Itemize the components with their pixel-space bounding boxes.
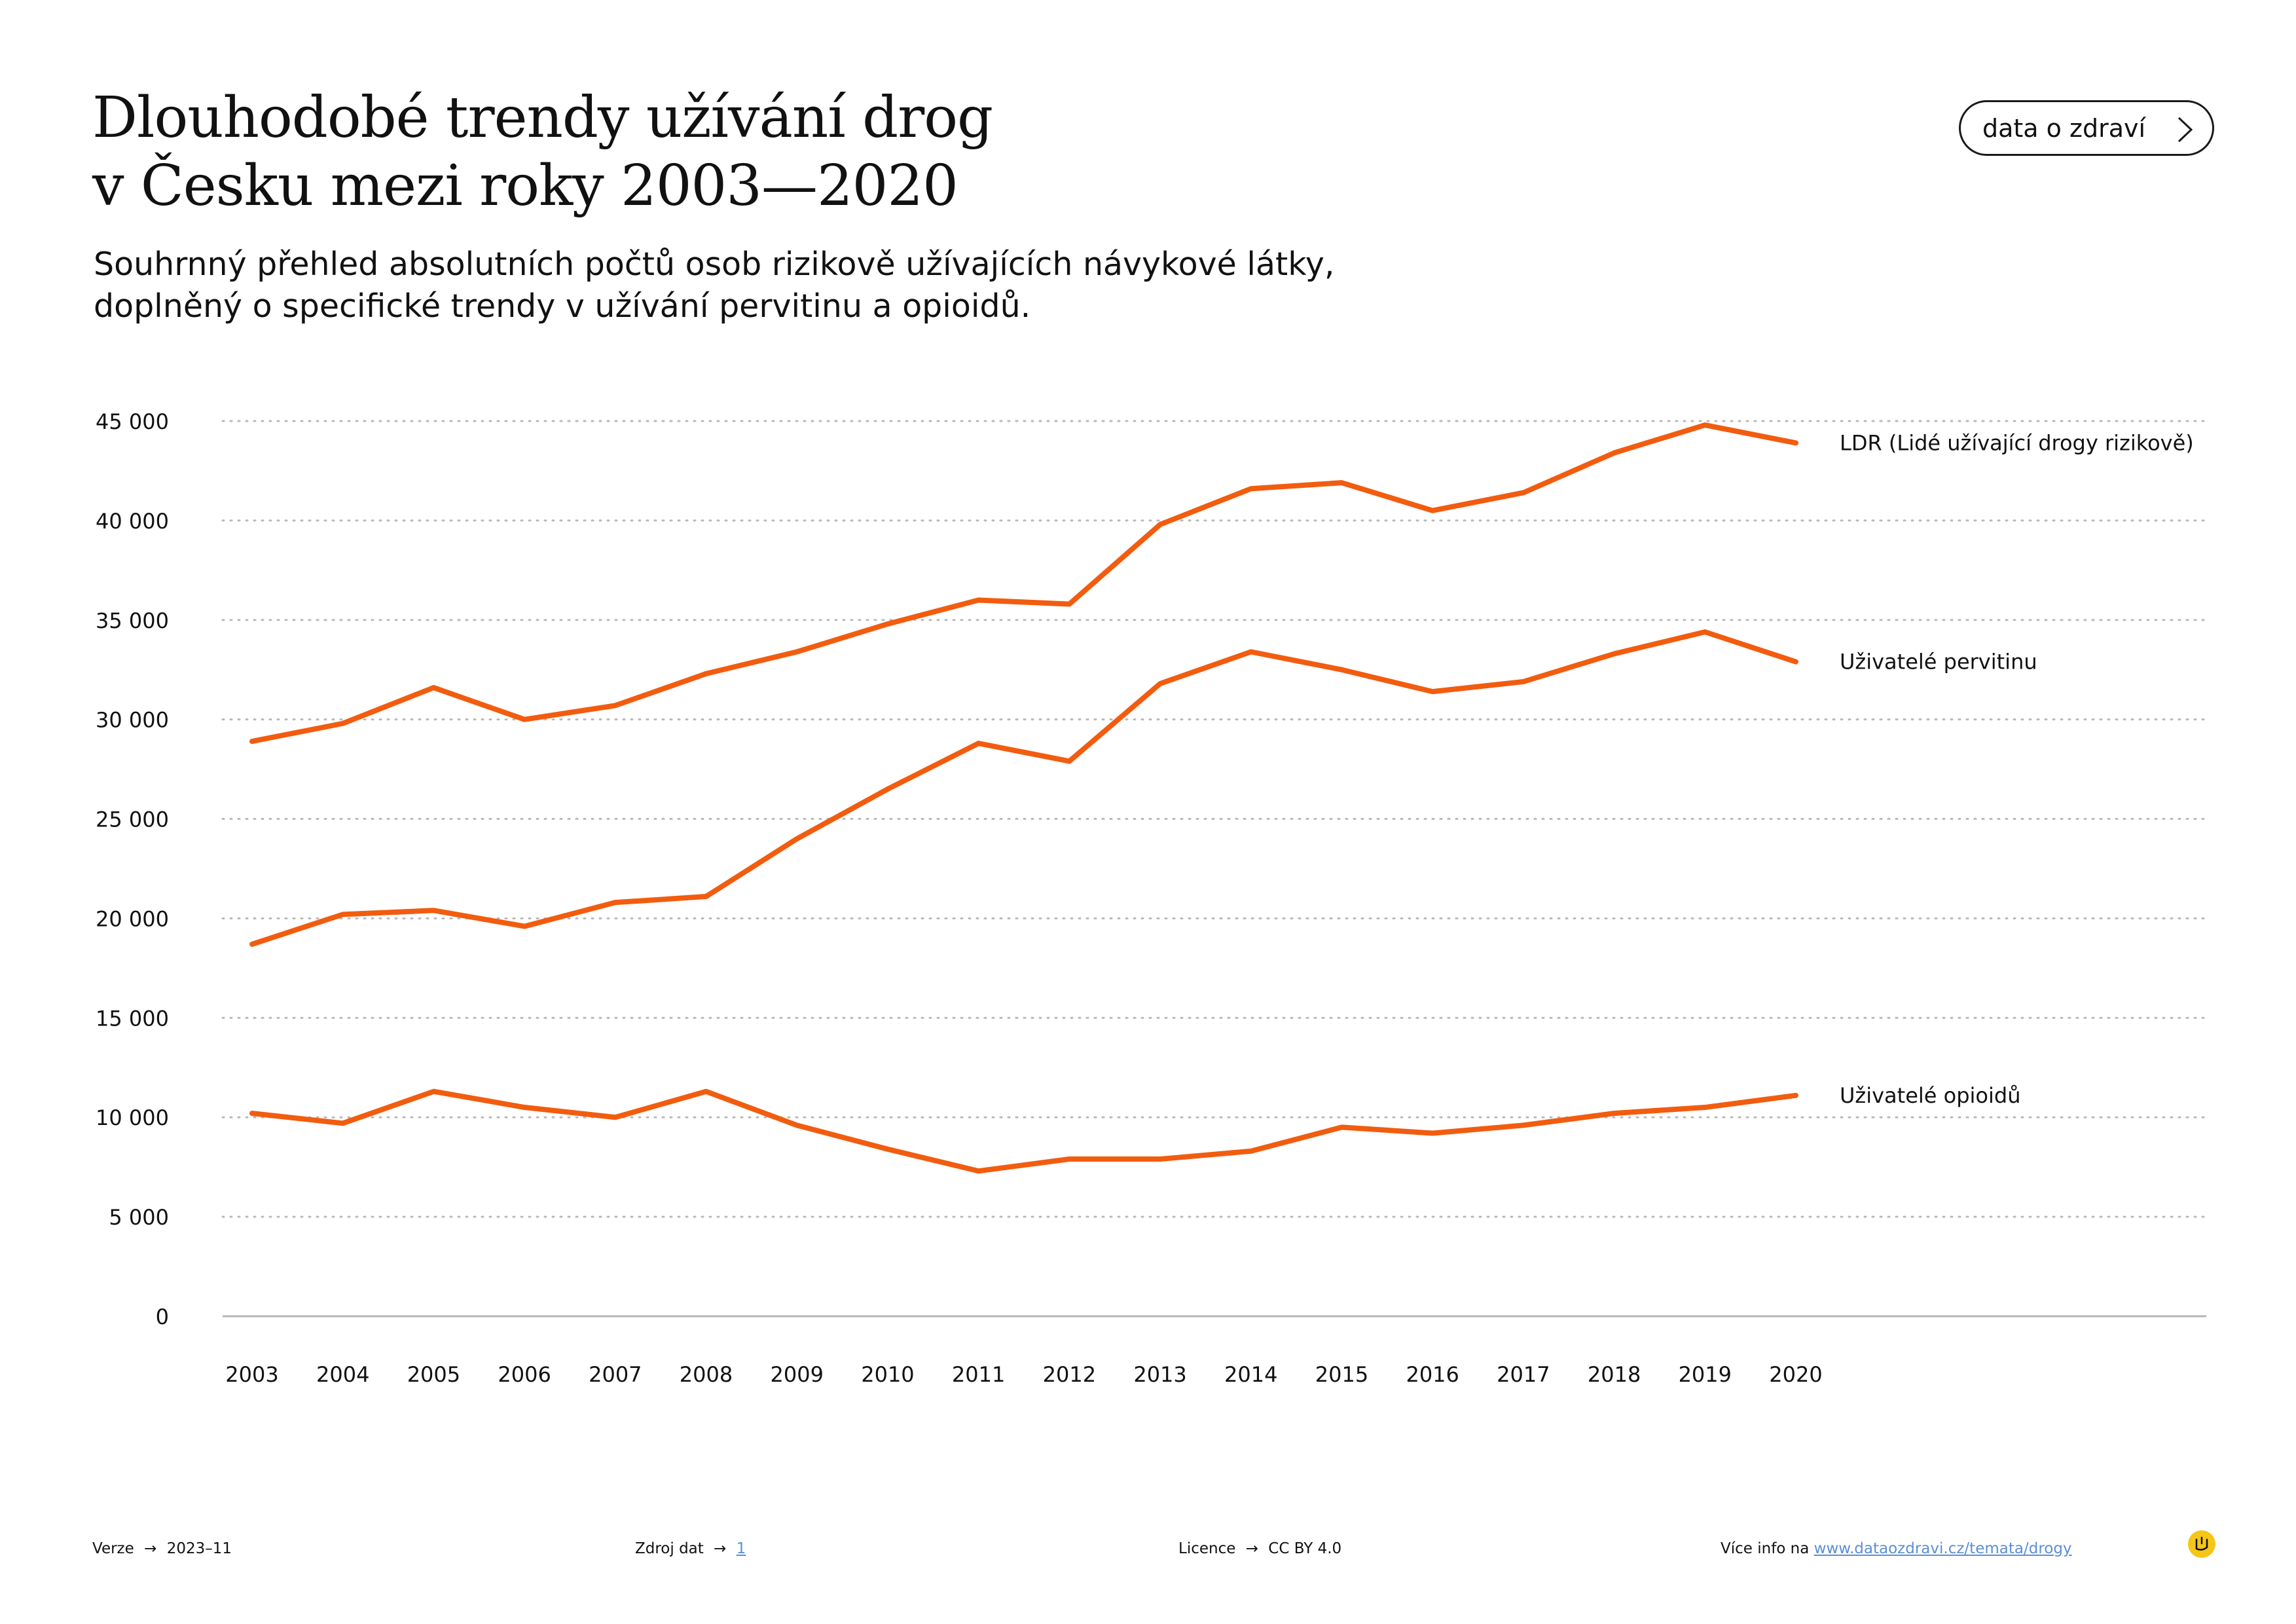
x-tick-label: 2004: [316, 1362, 369, 1387]
x-tick-label: 2003: [225, 1362, 278, 1387]
y-tick-label: 30 000: [96, 708, 169, 733]
data-point: [342, 1122, 344, 1124]
series-label: LDR (Lidé užívající drogy rizikově): [1840, 430, 2194, 455]
x-tick-label: 2009: [771, 1362, 824, 1387]
y-tick-label: 20 000: [96, 906, 169, 931]
x-tick-label: 2020: [1769, 1362, 1822, 1387]
data-point: [251, 1113, 253, 1114]
subtitle-line-2: doplněný o specifické trendy v užívání p…: [94, 287, 1031, 325]
data-point: [1159, 1158, 1161, 1160]
footer-more-info: Více info na www.dataozdravi.cz/temata/d…: [1721, 1540, 2072, 1557]
y-tick-label: 25 000: [96, 807, 169, 832]
data-point: [1159, 683, 1161, 684]
y-tick-label: 5 000: [109, 1205, 169, 1230]
data-point: [1068, 760, 1070, 762]
data-point: [433, 1091, 434, 1092]
series-line-3: [249, 1088, 1798, 1174]
y-tick-label: 10 000: [96, 1105, 169, 1130]
y-tick-label: 35 000: [96, 608, 169, 633]
data-point: [1432, 510, 1433, 511]
source-link[interactable]: 1: [736, 1540, 746, 1557]
title-line-1: Dlouhodobé trendy užívání drog: [92, 85, 993, 151]
arrow-icon: →: [144, 1540, 157, 1557]
data-point: [524, 926, 525, 927]
x-tick-label: 2012: [1043, 1362, 1096, 1387]
data-point: [887, 788, 888, 790]
page-title: Dlouhodobé trendy užívání drog v Česku m…: [92, 84, 993, 220]
x-tick-label: 2007: [589, 1362, 642, 1387]
y-tick-label: 0: [156, 1304, 169, 1329]
x-tick-label: 2019: [1679, 1362, 1732, 1387]
x-tick-label: 2010: [861, 1362, 914, 1387]
y-tick-label: 40 000: [96, 509, 169, 534]
x-tick-label: 2011: [952, 1362, 1005, 1387]
series-label: Uživatelé opioidů: [1840, 1083, 2020, 1108]
x-tick-label: 2017: [1497, 1362, 1550, 1387]
more-info-link[interactable]: www.dataozdravi.cz/temata/drogy: [1813, 1540, 2072, 1557]
series-line-1: [249, 422, 1798, 745]
x-tick-label: 2013: [1133, 1362, 1186, 1387]
footer-version: Verze → 2023–11: [92, 1540, 232, 1557]
x-tick-label: 2006: [498, 1362, 551, 1387]
data-point: [887, 623, 888, 625]
footer-license: Licence → CC BY 4.0: [1178, 1540, 1341, 1557]
y-tick-label: 15 000: [96, 1006, 169, 1031]
data-point: [978, 743, 979, 744]
x-tick-label: 2015: [1315, 1362, 1368, 1387]
arrow-icon: →: [1245, 1540, 1258, 1557]
data-point: [1341, 1126, 1342, 1128]
version-value: 2023–11: [166, 1540, 232, 1557]
footer-source: Zdroj dat → 1: [635, 1540, 746, 1557]
series-label: Uživatelé pervitinu: [1840, 650, 2037, 674]
title-line-2: v Česku mezi roky 2003—2020: [92, 153, 958, 219]
series-line-2: [249, 629, 1798, 947]
x-tick-label: 2016: [1406, 1362, 1459, 1387]
data-point: [524, 1107, 525, 1108]
data-point: [1341, 669, 1342, 671]
data-point: [342, 723, 344, 724]
data-point: [1432, 1133, 1433, 1134]
source-label: Zdroj dat: [635, 1540, 704, 1557]
data-point: [1068, 1158, 1070, 1160]
brand-logo-icon: [2188, 1530, 2215, 1558]
arrow-icon: →: [714, 1540, 727, 1557]
y-tick-label: 45 000: [96, 409, 169, 434]
page-subtitle: Souhrnný přehled absolutních počtů osob …: [94, 244, 1334, 327]
data-point: [1159, 524, 1161, 525]
chevron-right-icon: [2178, 117, 2193, 143]
subtitle-line-1: Souhrnný přehled absolutních počtů osob …: [94, 246, 1335, 283]
x-tick-label: 2018: [1588, 1362, 1641, 1387]
x-tick-label: 2008: [680, 1362, 733, 1387]
license-label: Licence: [1178, 1540, 1236, 1557]
line-chart: 45 000 40 000 35 000 30 000 25 000 20 000 15 0…: [96, 409, 2208, 1387]
data-o-zdravi-button[interactable]: data o zdraví: [1959, 100, 2214, 156]
data-point: [251, 741, 253, 742]
brand-button-label: data o zdraví: [1982, 113, 2146, 143]
license-value: CC BY 4.0: [1268, 1540, 1342, 1557]
data-point: [342, 913, 344, 915]
data-point: [978, 1170, 979, 1172]
data-point: [524, 719, 525, 720]
x-tick-label: 2014: [1224, 1362, 1277, 1387]
x-tick-label: 2005: [407, 1362, 460, 1387]
version-label: Verze: [92, 1540, 134, 1557]
data-point: [433, 910, 434, 911]
more-info-label: Více info na: [1721, 1540, 1810, 1557]
